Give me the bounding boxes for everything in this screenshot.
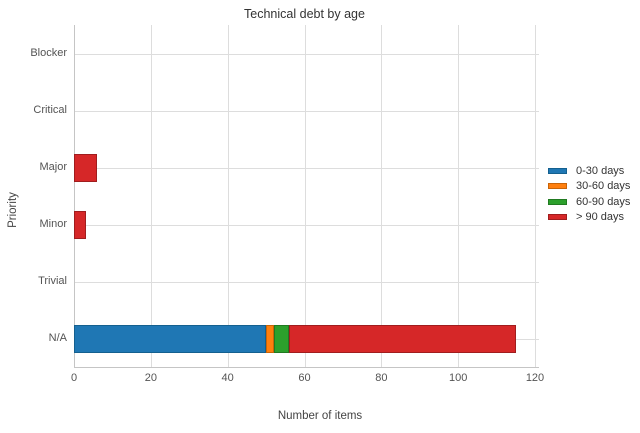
y-category-label: Trivial (38, 275, 67, 287)
legend-label: 60-90 days (576, 195, 631, 208)
y-category-label: Major (39, 161, 67, 173)
legend-item[interactable]: 30-60 days (548, 179, 638, 194)
x-axis-line (74, 367, 539, 368)
x-tick-label: 120 (525, 372, 545, 384)
v-gridline (458, 25, 460, 367)
x-tick-label: 0 (70, 372, 78, 384)
legend-label: > 90 days (576, 210, 625, 223)
legend-swatch (548, 183, 567, 190)
y-category-label: Blocker (30, 47, 67, 59)
v-gridline (150, 25, 152, 367)
legend-label: 30-60 days (576, 180, 631, 193)
legend-item[interactable]: 60-90 days (548, 195, 638, 210)
h-gridline (74, 53, 539, 55)
bar-segment[interactable] (74, 210, 86, 239)
legend-swatch (548, 198, 567, 205)
bar-segment[interactable] (266, 324, 274, 353)
h-gridline (74, 281, 539, 283)
x-tick-label: 20 (144, 372, 157, 384)
chart-title: Technical debt by age (244, 7, 365, 21)
bar-segment[interactable] (273, 324, 290, 353)
v-gridline (304, 25, 306, 367)
h-gridline (74, 167, 539, 169)
h-gridline (74, 110, 539, 112)
x-tick-label: 40 (221, 372, 234, 384)
legend-label: 0-30 days (576, 165, 625, 177)
legend-item[interactable]: 0-30 days (548, 164, 638, 179)
h-gridline (74, 224, 539, 226)
v-gridline (227, 25, 229, 367)
y-category-label: N/A (48, 332, 67, 344)
y-category-label: Critical (33, 104, 67, 116)
x-tick-label: 80 (375, 372, 388, 384)
v-gridline (535, 25, 536, 367)
v-gridline (381, 25, 383, 367)
bar-segment[interactable] (74, 324, 267, 353)
bar-segment[interactable] (74, 153, 98, 182)
y-axis-line (74, 25, 75, 367)
x-axis-title: Number of items (277, 410, 363, 422)
y-category-label: Minor (39, 218, 67, 230)
x-tick-label: 100 (448, 372, 468, 384)
legend-swatch (548, 213, 567, 220)
x-tick-label: 60 (298, 372, 311, 384)
legend-swatch (548, 168, 567, 174)
legend-item[interactable]: > 90 days (548, 210, 638, 225)
bar-segment[interactable] (289, 324, 516, 353)
